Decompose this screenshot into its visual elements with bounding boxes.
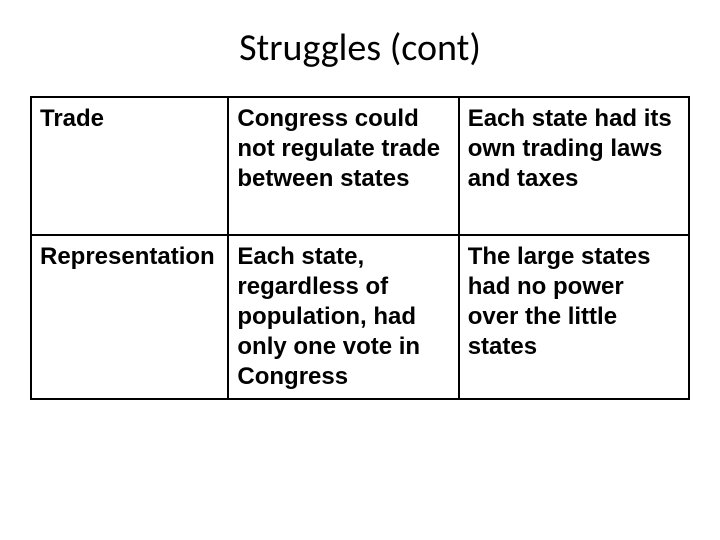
- cell-topic: Trade: [31, 97, 228, 235]
- cell-problem: Each state, regardless of population, ha…: [228, 235, 458, 399]
- table-row: Representation Each state, regardless of…: [31, 235, 689, 399]
- struggles-table: Trade Congress could not regulate trade …: [30, 96, 690, 400]
- page-title: Struggles (cont): [30, 25, 690, 71]
- table-row: Trade Congress could not regulate trade …: [31, 97, 689, 235]
- cell-topic: Representation: [31, 235, 228, 399]
- cell-result: The large states had no power over the l…: [459, 235, 689, 399]
- cell-problem: Congress could not regulate trade betwee…: [228, 97, 458, 235]
- cell-result: Each state had its own trading laws and …: [459, 97, 689, 235]
